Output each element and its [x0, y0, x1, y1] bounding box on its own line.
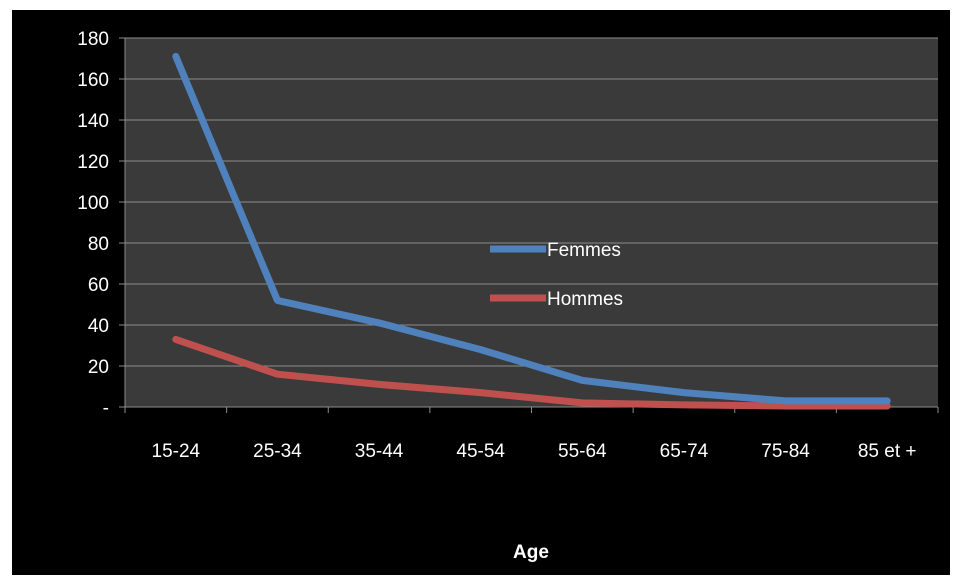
- x-tick-label: 15-24: [152, 441, 201, 462]
- x-axis-title: Age: [513, 542, 549, 563]
- y-tick-label: 140: [77, 111, 109, 132]
- x-tick-label: 65-74: [660, 441, 709, 462]
- y-tick-label: 160: [77, 70, 109, 91]
- y-tick-label: 180: [77, 29, 109, 50]
- y-tick-label: 20: [88, 357, 109, 378]
- x-tick-label: 85 et +: [858, 441, 917, 462]
- chart-container: - 20 40 60 80 100 120 140 160 180 15-24 25-34 35-44…: [12, 10, 950, 575]
- x-tick-label: 35-44: [355, 441, 404, 462]
- y-tick-label: 100: [77, 193, 109, 214]
- y-axis-tick-labels: - 20 40 60 80 100 120 140 160 180: [77, 29, 109, 419]
- y-tick-label: 60: [88, 275, 109, 296]
- x-tick-label: 55-64: [558, 441, 607, 462]
- y-tick-label: 80: [88, 234, 109, 255]
- x-tick-label: 75-84: [761, 441, 810, 462]
- legend-label-femmes: Femmes: [547, 240, 621, 261]
- x-tick-label: 25-34: [253, 441, 302, 462]
- x-axis-tick-labels: 15-24 25-34 35-44 45-54 55-64 65-74 75-84 85 et…: [152, 441, 917, 462]
- x-tick-label: 45-54: [456, 441, 505, 462]
- line-chart: - 20 40 60 80 100 120 140 160 180 15-24 25-34 35-44…: [12, 10, 950, 575]
- y-tick-label: -: [103, 398, 109, 419]
- y-tick-label: 120: [77, 152, 109, 173]
- y-tick-label: 40: [88, 316, 109, 337]
- legend-label-hommes: Hommes: [547, 289, 623, 310]
